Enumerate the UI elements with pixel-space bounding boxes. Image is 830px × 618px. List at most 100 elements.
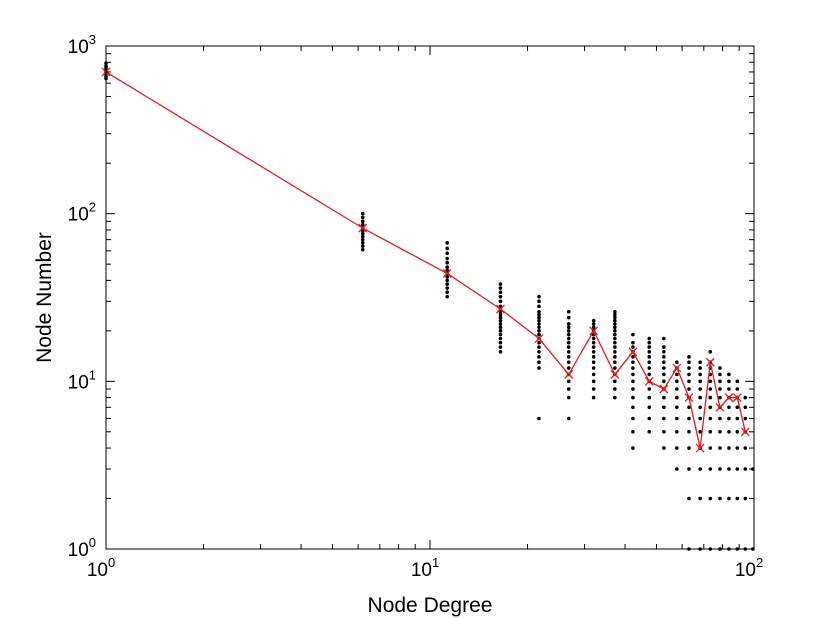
scatter-point <box>662 430 666 434</box>
scatter-point <box>698 387 702 391</box>
scatter-point <box>708 467 713 471</box>
scatter-point <box>591 318 596 323</box>
scatter-point <box>498 318 503 323</box>
scatter-point <box>566 395 571 400</box>
scatter-point <box>708 395 713 400</box>
scatter-point <box>498 315 503 320</box>
scatter-point <box>735 496 740 501</box>
scatter-point <box>735 387 740 391</box>
scatter-point <box>698 416 702 421</box>
mean-series-marker <box>684 393 694 403</box>
scatter-point <box>566 325 571 330</box>
scatter-point <box>445 241 450 245</box>
scatter-point <box>566 366 571 370</box>
scatter-point <box>566 355 571 359</box>
scatter-point <box>631 446 635 450</box>
scatter-point <box>675 446 679 450</box>
mean-series-line <box>105 71 746 449</box>
scatter-point <box>687 430 691 434</box>
mean-series-marker <box>564 369 574 379</box>
scatter-point <box>708 350 713 354</box>
scatter-point <box>360 231 365 236</box>
scatter-point <box>360 244 365 248</box>
x-tick-label: 102 <box>735 555 763 581</box>
scatter-point <box>537 299 541 304</box>
scatter-point <box>631 340 635 345</box>
scatter-point <box>566 360 571 365</box>
scatter-point <box>687 405 691 410</box>
scatter-point <box>613 345 617 349</box>
scatter-point <box>718 430 722 434</box>
scatter-point <box>727 405 731 410</box>
scatter-point <box>675 387 679 391</box>
scatter-point <box>613 315 617 320</box>
x-axis-label: Node Degree <box>368 594 493 617</box>
scatter-point <box>591 360 596 365</box>
scatter-point <box>662 405 666 410</box>
scatter-point <box>591 355 596 359</box>
scatter-point <box>537 315 541 320</box>
scatter-point <box>735 430 740 434</box>
scatter-point <box>631 387 635 391</box>
scatter-point <box>675 416 679 421</box>
scatter-point <box>360 247 365 252</box>
mean-series-marker <box>610 369 620 379</box>
scatter-point <box>675 360 679 365</box>
scatter-point <box>662 416 666 421</box>
scatter-point <box>662 372 666 377</box>
scatter-point <box>360 241 365 245</box>
scatter-point <box>613 360 617 365</box>
scatter-point <box>613 395 617 400</box>
scatter-point <box>662 336 666 341</box>
scatter-point <box>613 340 617 345</box>
scatter-point <box>537 325 541 330</box>
scatter-point <box>735 446 740 450</box>
scatter-point <box>591 336 596 341</box>
scatter-point <box>698 405 702 410</box>
scatter-point <box>445 278 450 283</box>
scatter-point <box>647 372 652 377</box>
mean-series-marker <box>724 393 734 403</box>
scatter-point <box>708 496 713 501</box>
scatter-point <box>708 430 713 434</box>
y-tick-label: 100 <box>68 535 96 561</box>
scatter-point <box>566 416 571 421</box>
scatter-point <box>708 379 713 384</box>
scatter-point <box>445 282 450 286</box>
scatter-point <box>647 355 652 359</box>
scatter-point <box>687 360 691 365</box>
scatter-point <box>566 315 571 320</box>
scatter-point <box>735 379 740 384</box>
scatter-point <box>647 405 652 410</box>
scatter-point <box>687 372 691 377</box>
scatter-point <box>613 366 617 370</box>
scatter-point <box>727 416 731 421</box>
scatter-point <box>647 395 652 400</box>
scatter-point <box>647 350 652 354</box>
scatter-point <box>647 340 652 345</box>
y-axis-label: Node Number <box>33 232 56 363</box>
scatter-point <box>537 355 541 359</box>
scatter-point <box>591 350 596 354</box>
mean-series-marker <box>740 427 750 437</box>
scatter-point <box>360 219 365 224</box>
scatter-point <box>662 379 666 384</box>
scatter-point <box>718 496 722 501</box>
scatter-point <box>537 416 541 421</box>
scatter-point <box>613 336 617 341</box>
scatter-point <box>360 222 365 227</box>
scatter-point <box>566 329 571 333</box>
scatter-point <box>647 366 652 370</box>
scatter-point <box>631 366 635 370</box>
scatter-point <box>687 379 691 384</box>
mean-series-marker <box>672 363 682 373</box>
scatter-point <box>613 309 617 314</box>
scatter-point <box>698 395 702 400</box>
scatter-point <box>537 345 541 349</box>
scatter-point <box>613 332 617 337</box>
scatter-point <box>566 332 571 337</box>
scatter-point <box>675 405 679 410</box>
scatter-point <box>591 387 596 391</box>
scatter-point <box>445 251 450 256</box>
scatter-point <box>698 372 702 377</box>
